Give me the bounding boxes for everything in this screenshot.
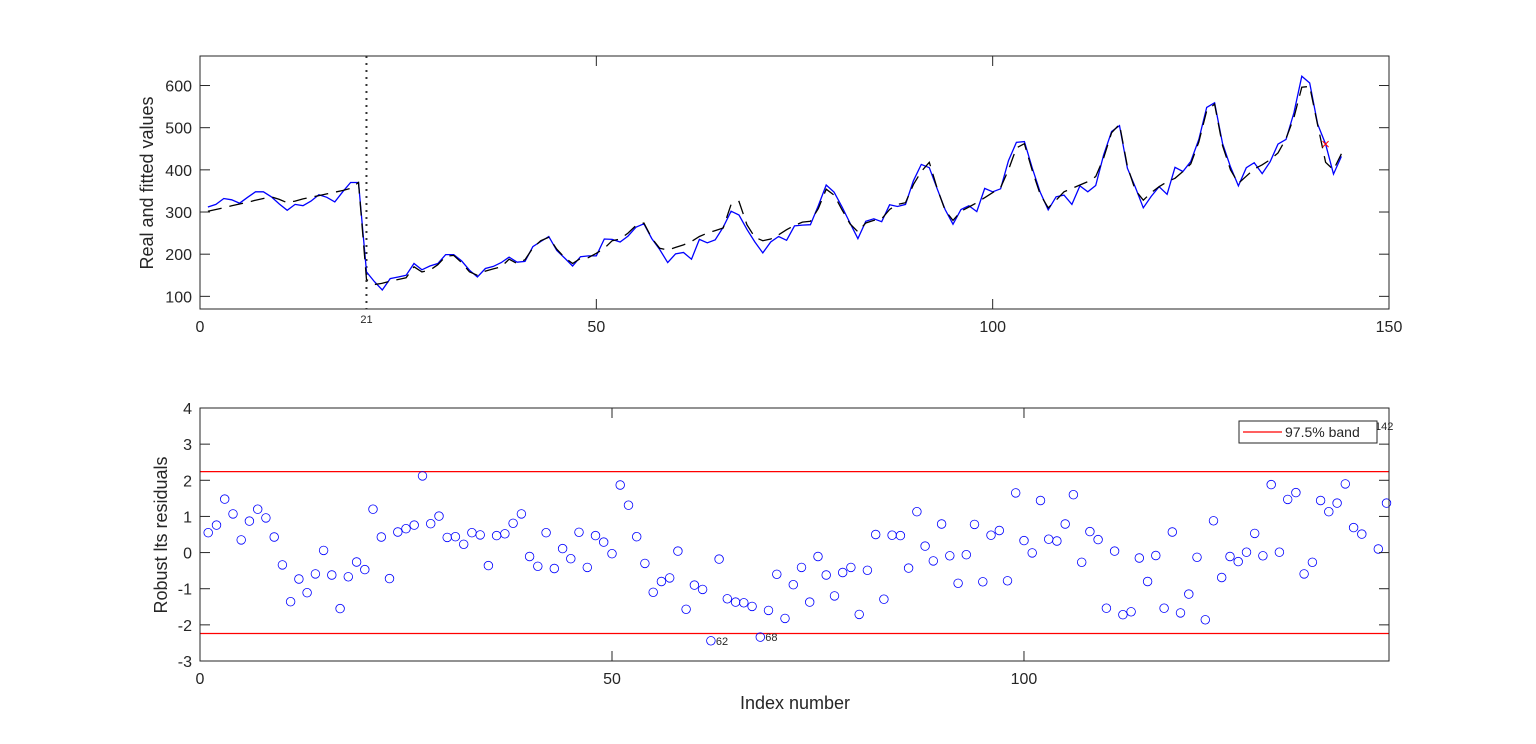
- y-tick-label: 0: [183, 546, 192, 563]
- breakpoint-label: 21: [360, 314, 372, 326]
- bottom-axes: 62 68 142 0 50 100 -3 -2 -1 0 1 2 3 4 Robust lts res…: [151, 401, 1393, 713]
- point-label: 142: [1375, 421, 1393, 433]
- x-tick-label: 0: [196, 319, 205, 336]
- bottom-xlabel: Index number: [740, 693, 850, 713]
- residual-points: [203, 421, 1392, 646]
- x-tick-label: 100: [1011, 671, 1038, 688]
- y-tick-label: 1: [183, 509, 192, 526]
- point-label: 68: [765, 632, 777, 644]
- outlier-x-icon: [1322, 140, 1329, 148]
- x-tick-label: 50: [587, 319, 605, 336]
- y-tick-label: 400: [165, 163, 192, 180]
- y-tick-label: 300: [165, 205, 192, 222]
- y-tick-label: 4: [183, 401, 192, 418]
- y-tick-label: 500: [165, 121, 192, 138]
- y-tick-label: -3: [178, 654, 192, 671]
- bottom-ylabel: Robust lts residuals: [151, 456, 171, 613]
- y-tick-label: -1: [178, 582, 192, 599]
- point-label: 62: [716, 636, 728, 648]
- top-ylabel: Real and fitted values: [137, 96, 157, 269]
- legend[interactable]: 97.5% band: [1238, 420, 1378, 444]
- y-tick-label: -2: [178, 618, 192, 635]
- series-fitted-values: [207, 85, 1342, 286]
- legend-label: 97.5% band: [1285, 424, 1360, 440]
- x-tick-label: 150: [1376, 319, 1403, 336]
- series-real-values: [207, 74, 1342, 292]
- y-tick-label: 3: [183, 437, 192, 454]
- x-tick-label: 50: [603, 671, 621, 688]
- y-tick-label: 2: [183, 473, 192, 490]
- y-tick-label: 200: [165, 247, 192, 264]
- x-tick-label: 0: [196, 671, 205, 688]
- top-axes: 21 0 50 100 150 100 200 300 400 500 600 Real and …: [137, 55, 1403, 336]
- y-tick-label: 600: [165, 79, 192, 96]
- y-tick-label: 100: [165, 289, 192, 306]
- x-tick-label: 100: [979, 319, 1006, 336]
